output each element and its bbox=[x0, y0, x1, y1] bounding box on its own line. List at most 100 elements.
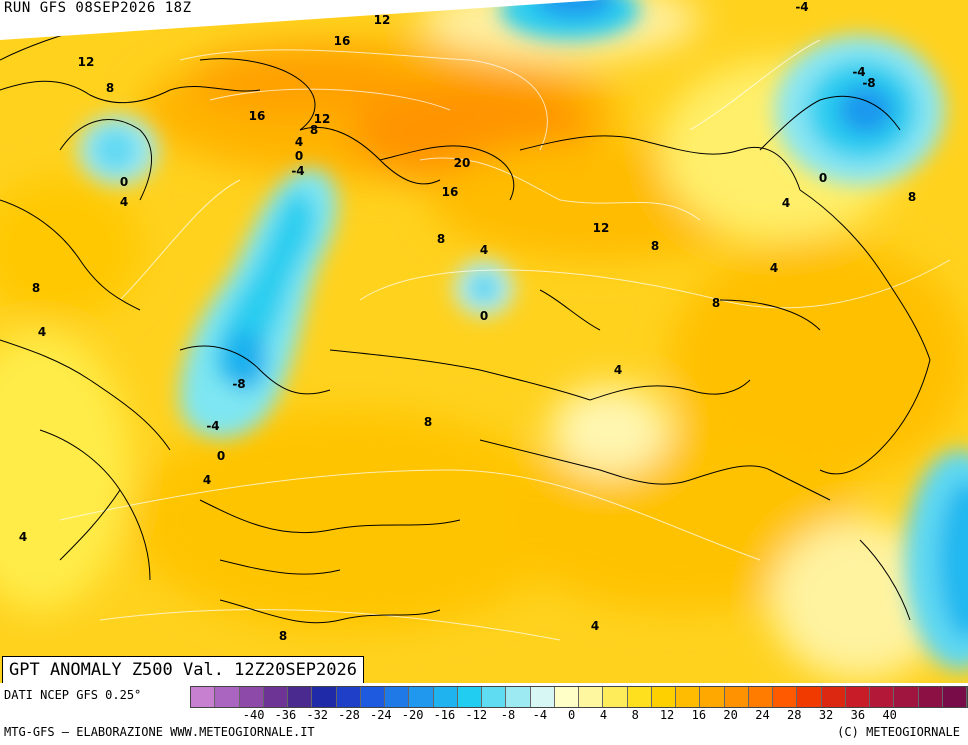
anomaly-map: 12 16 -4 12 8 16 12 8 4 0 -4 0 4 20 16 8… bbox=[0, 0, 968, 683]
contour-label: 8 bbox=[908, 190, 916, 204]
coastlines-borders bbox=[0, 16, 931, 624]
contour-label: 4 bbox=[480, 243, 488, 257]
color-scale-label: -40 bbox=[242, 708, 265, 722]
copyright-credit: (C) METEOGIORNALE bbox=[837, 725, 960, 739]
color-scale-label: -28 bbox=[338, 708, 360, 722]
run-label: RUN GFS 08SEP2026 18Z bbox=[4, 0, 192, 16]
contour-label: 12 bbox=[314, 112, 331, 126]
color-scale-label: 4 bbox=[599, 708, 608, 722]
contour-label: -8 bbox=[232, 377, 245, 391]
color-scale-segment bbox=[942, 687, 967, 707]
color-scale-label: -4 bbox=[532, 708, 548, 722]
contour-label: 4 bbox=[295, 135, 303, 149]
elaboration-credit: MTG-GFS — ELABORAZIONE WWW.METEOGIORNALE… bbox=[4, 725, 315, 739]
color-scale-label: -20 bbox=[401, 708, 424, 722]
contour-label: 4 bbox=[38, 325, 46, 339]
color-scale-segment bbox=[870, 687, 895, 707]
contour-label: 16 bbox=[334, 34, 351, 48]
map-title: GPT ANOMALY Z500 Val. 12Z20SEP2026 bbox=[2, 656, 364, 684]
contour-label: 0 bbox=[120, 175, 128, 189]
color-scale-label: 12 bbox=[659, 708, 675, 722]
color-scale-segment bbox=[433, 687, 458, 707]
contour-label: 16 bbox=[249, 109, 266, 123]
color-scale-label: 28 bbox=[787, 708, 802, 722]
color-scale-segment bbox=[312, 687, 337, 707]
contour-label: 4 bbox=[19, 530, 27, 544]
color-scale-label: 8 bbox=[631, 708, 639, 722]
contour-label: 20 bbox=[454, 156, 471, 170]
color-scale-segment bbox=[821, 687, 846, 707]
data-source-label: DATI NCEP GFS 0.25° bbox=[4, 688, 142, 702]
color-scale-label: -12 bbox=[465, 708, 488, 722]
color-scale-segment bbox=[457, 687, 482, 707]
color-scale-segment bbox=[845, 687, 870, 707]
color-scale-segment bbox=[336, 687, 361, 707]
contour-label: 8 bbox=[424, 415, 432, 429]
color-scale-segment bbox=[239, 687, 264, 707]
color-scale-label: 32 bbox=[818, 708, 834, 722]
color-scale-labels: -40 -36 -32 -28 -24 -20 -16 -12 -8 -4 0 4 8 12 16 20 24 2… bbox=[190, 708, 966, 722]
contour-label: -4 bbox=[206, 419, 219, 433]
color-scale-segment bbox=[724, 687, 749, 707]
color-scale-segment bbox=[918, 687, 943, 707]
contour-label: 4 bbox=[203, 473, 211, 487]
color-scale-label: 24 bbox=[755, 708, 770, 722]
color-scale-segment bbox=[263, 687, 288, 707]
color-scale-segment bbox=[554, 687, 579, 707]
anomaly-field-shading bbox=[0, 0, 968, 680]
contour-label: 8 bbox=[437, 232, 445, 246]
color-scale-segment bbox=[579, 687, 604, 707]
color-scale-label: -32 bbox=[306, 708, 329, 722]
color-scale-segment bbox=[748, 687, 773, 707]
contour-label: 4 bbox=[120, 195, 128, 209]
contour-label: 4 bbox=[591, 619, 599, 633]
color-scale-label: 16 bbox=[691, 708, 707, 722]
color-scale-segment bbox=[385, 687, 410, 707]
color-scale-segment bbox=[215, 687, 240, 707]
contour-label: 12 bbox=[78, 55, 95, 69]
color-scale-segment bbox=[409, 687, 434, 707]
contour-label: 4 bbox=[614, 363, 622, 377]
color-scale-segment bbox=[191, 687, 216, 707]
color-scale-label: -8 bbox=[500, 708, 516, 722]
contour-label: -4 bbox=[291, 164, 304, 178]
contour-lines bbox=[59, 39, 951, 641]
color-scale-segment bbox=[288, 687, 313, 707]
contour-label: 0 bbox=[295, 149, 303, 163]
legend-footer: DATI NCEP GFS 0.25° -40 -36 -32 -28 -24 -20 -1… bbox=[0, 683, 968, 745]
contour-label: 4 bbox=[770, 261, 778, 275]
color-scale-segment bbox=[506, 687, 531, 707]
contour-label: -4 bbox=[795, 0, 808, 14]
contour-label: 8 bbox=[106, 81, 114, 95]
color-scale-segment bbox=[627, 687, 652, 707]
color-scale-bar bbox=[190, 686, 968, 708]
color-scale-label: 20 bbox=[723, 708, 738, 722]
color-scale-segment bbox=[700, 687, 725, 707]
contour-label: 0 bbox=[480, 309, 488, 323]
contour-label: 4 bbox=[782, 196, 790, 210]
color-scale-segment bbox=[482, 687, 507, 707]
contour-label: 0 bbox=[819, 171, 827, 185]
color-scale-label: 36 bbox=[850, 708, 866, 722]
contour-label: 8 bbox=[279, 629, 287, 643]
contour-label: 8 bbox=[651, 239, 659, 253]
color-scale-label: -24 bbox=[369, 708, 392, 722]
color-scale-label: 0 bbox=[568, 708, 576, 722]
color-scale-label: 40 bbox=[882, 708, 897, 722]
contour-label: 12 bbox=[374, 13, 391, 27]
color-scale-segment bbox=[773, 687, 798, 707]
color-scale-segment bbox=[360, 687, 385, 707]
color-scale-label: -36 bbox=[274, 708, 297, 722]
contour-label: 8 bbox=[712, 296, 720, 310]
color-scale-segment bbox=[530, 687, 555, 707]
contour-labels: 12 16 -4 12 8 16 12 8 4 0 -4 0 4 20 16 8… bbox=[19, 0, 916, 643]
contour-label: 8 bbox=[310, 123, 318, 137]
contour-label: 12 bbox=[593, 221, 610, 235]
color-scale-segment bbox=[894, 687, 919, 707]
negative-anomaly-shading bbox=[78, 0, 968, 670]
contour-label: 0 bbox=[217, 449, 225, 463]
contour-label: -4 bbox=[852, 65, 865, 79]
color-scale-segment bbox=[797, 687, 822, 707]
color-scale-segment bbox=[676, 687, 701, 707]
color-scale-segment bbox=[603, 687, 628, 707]
